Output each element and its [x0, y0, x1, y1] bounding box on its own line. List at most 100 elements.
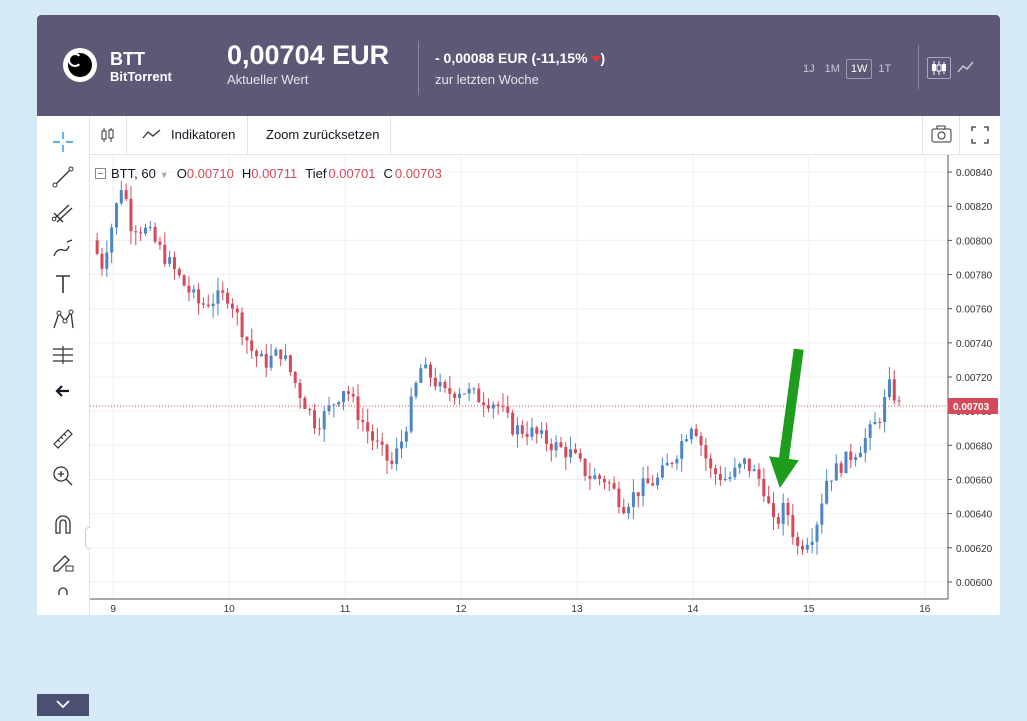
price-change: - 0,00088 EUR (-11,15%)	[435, 50, 605, 66]
candle-body	[197, 289, 201, 304]
candle-body	[554, 442, 558, 451]
price-tick-label: 0.00740	[956, 339, 993, 350]
legend-high-label: H	[241, 166, 252, 181]
period-1m[interactable]: 1M	[824, 63, 840, 75]
candle-body	[332, 404, 336, 406]
candle-body	[506, 406, 510, 413]
time-tick-label: 15	[803, 604, 815, 615]
candle-body	[660, 465, 664, 478]
price-tick-label: 0.00640	[956, 510, 993, 521]
price-tick-label: 0.00660	[956, 475, 993, 486]
candle-body	[105, 252, 109, 269]
candle-body	[535, 427, 539, 434]
candle-body	[868, 424, 872, 438]
arrow-left-icon[interactable]	[49, 377, 77, 405]
crosshair-icon[interactable]	[49, 128, 77, 156]
candle-body	[400, 441, 404, 449]
price-tick-label: 0.00680	[956, 441, 993, 452]
price-chart[interactable]: 0.00600 0.00620 0.00640 0.00660 0.00680 0.007…	[90, 155, 1000, 615]
candle-body	[520, 425, 524, 434]
candle-body	[491, 404, 495, 409]
candle-body	[153, 226, 157, 242]
candle-body	[757, 469, 761, 479]
fullscreen-icon	[971, 126, 989, 144]
price-change-value: - 0,00088 EUR (-11,15%	[435, 50, 588, 66]
candle-body	[390, 460, 394, 464]
price-tick-label: 0.00720	[956, 373, 993, 384]
pattern-icon[interactable]	[49, 306, 77, 334]
candle-body	[453, 393, 457, 398]
coin-symbol: BTT	[110, 49, 145, 69]
screenshot-button[interactable]	[922, 116, 960, 154]
ruler-icon[interactable]	[49, 425, 77, 453]
chevron-down-icon	[56, 700, 70, 709]
period-1t[interactable]: 1T	[878, 63, 892, 75]
pitchfork-icon[interactable]	[49, 199, 77, 227]
candle-body	[284, 355, 288, 359]
trend-line-icon[interactable]	[49, 163, 77, 191]
time-tick-label: 12	[455, 604, 467, 615]
period-1j[interactable]: 1J	[803, 63, 815, 75]
current-price-tag: 0.00703	[948, 398, 998, 415]
candle-body	[622, 507, 626, 514]
indicators-button[interactable]: Indikatoren	[127, 116, 248, 154]
fullscreen-button[interactable]	[959, 116, 1000, 154]
reset-zoom-button[interactable]: Zoom zurücksetzen	[248, 116, 391, 154]
text-icon[interactable]	[49, 270, 77, 298]
candle-body	[269, 355, 273, 368]
candle-body	[395, 448, 399, 464]
collapse-legend-icon[interactable]	[95, 168, 106, 179]
candle-body	[670, 462, 674, 464]
candle-body	[747, 458, 751, 472]
candle-body	[496, 404, 500, 407]
candles	[95, 180, 901, 555]
candle-body	[743, 458, 747, 464]
candle-body	[313, 410, 317, 429]
candle-body	[192, 289, 196, 293]
candle-chart-type-button[interactable]	[927, 57, 951, 79]
candle-body	[820, 503, 824, 525]
candle-body	[631, 492, 635, 507]
down-triangle-icon	[590, 56, 601, 63]
candle-body	[573, 449, 577, 454]
candle-body	[501, 406, 505, 408]
drawing-toolbar	[37, 116, 90, 716]
line-chart-icon	[957, 61, 974, 73]
candle-body	[221, 290, 225, 293]
price-change-label: zur letzten Woche	[435, 72, 539, 87]
line-chart-type-button[interactable]	[957, 59, 975, 80]
candle-style-button[interactable]	[90, 116, 127, 154]
candle-body	[883, 397, 887, 423]
chart-grid	[90, 155, 948, 599]
legend-dropdown-icon[interactable]: ▼	[159, 170, 169, 180]
current-price: 0,00704 EUR	[227, 40, 390, 70]
candle-body	[139, 232, 143, 234]
candle-body	[858, 452, 862, 458]
candle-body	[448, 388, 452, 394]
zoom-in-icon[interactable]	[49, 462, 77, 490]
lock-icon[interactable]	[49, 582, 77, 610]
chart-top-toolbar: Indikatoren Zoom zurücksetzen	[90, 116, 1000, 155]
magnet-icon[interactable]	[49, 511, 77, 539]
candle-body	[656, 477, 660, 486]
legend-high-value: 0.00711	[251, 166, 298, 181]
candle-body	[264, 353, 268, 368]
candle-body	[549, 443, 553, 451]
candle-body	[211, 303, 215, 307]
time-tick-label: 14	[687, 604, 699, 615]
brush-icon[interactable]	[49, 234, 77, 262]
candle-body	[844, 451, 848, 474]
candle-body	[583, 458, 587, 476]
measure-icon[interactable]	[49, 341, 77, 369]
candle-body	[327, 405, 331, 412]
price-tick-label: 0.00840	[956, 168, 993, 179]
price-tick-label: 0.00620	[956, 544, 993, 555]
candle-body	[525, 433, 529, 437]
candle-body	[177, 269, 181, 276]
candle-body	[274, 349, 278, 356]
candle-body	[482, 402, 486, 406]
toolbar-scroll-button[interactable]	[37, 694, 89, 716]
period-1w[interactable]: 1W	[845, 59, 873, 79]
lock-pencil-icon[interactable]	[49, 548, 77, 576]
candle-body	[371, 431, 375, 441]
